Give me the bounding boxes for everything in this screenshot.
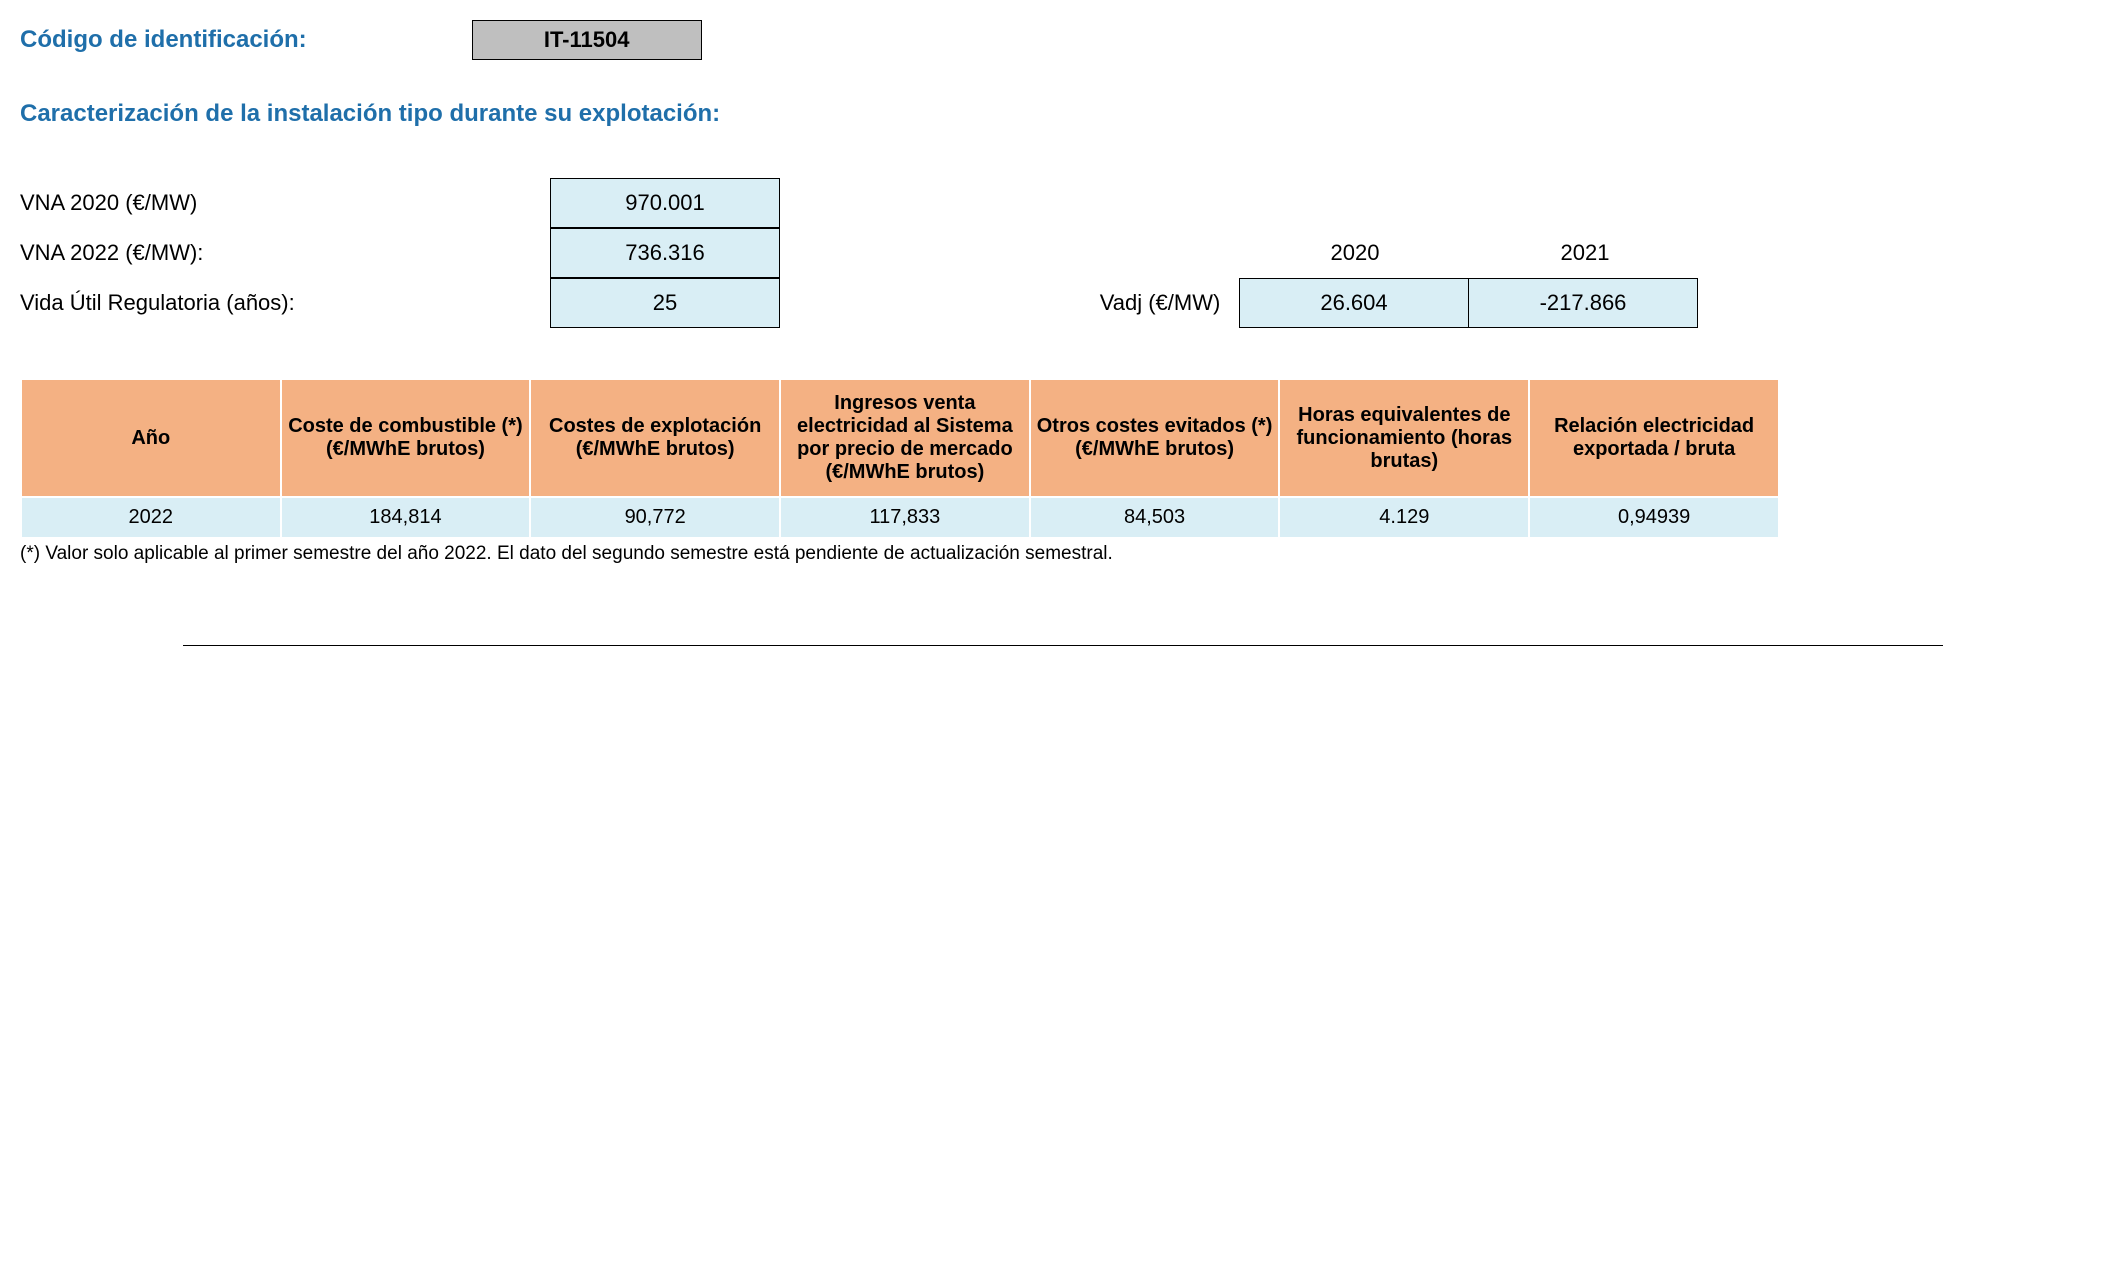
cell-fuel: 184,814	[281, 497, 531, 538]
vadj-year-1: 2021	[1470, 240, 1700, 266]
col-fuel: Coste de combustible (*) (€/MWhE brutos)	[281, 379, 531, 497]
vadj-value-1: -217.866	[1468, 278, 1698, 328]
cell-avoided: 84,503	[1030, 497, 1280, 538]
vadj-year-0: 2020	[1240, 240, 1470, 266]
cell-income: 117,833	[780, 497, 1030, 538]
col-hours: Horas equivalentes de funcionamiento (ho…	[1279, 379, 1529, 497]
identification-header: Código de identificación: IT-11504	[20, 20, 2106, 60]
vadj-block: 2020 2021 Vadj (€/MW) 26.604 -217.866	[1080, 228, 1700, 328]
col-ratio: Relación electricidad exportada / bruta	[1529, 379, 1779, 497]
identification-code-box: IT-11504	[472, 20, 702, 60]
cell-year: 2022	[21, 497, 281, 538]
annual-data-table: Año Coste de combustible (*) (€/MWhE bru…	[20, 378, 1780, 539]
regulatory-life-value: 25	[550, 278, 780, 328]
vna2020-label: VNA 2020 (€/MW)	[20, 190, 550, 216]
vadj-label: Vadj (€/MW)	[1080, 290, 1240, 316]
cell-ratio: 0,94939	[1529, 497, 1779, 538]
table-header-row: Año Coste de combustible (*) (€/MWhE bru…	[21, 379, 1779, 497]
vna2022-label: VNA 2022 (€/MW):	[20, 240, 550, 266]
cell-opex: 90,772	[530, 497, 780, 538]
col-opex: Costes de explotación (€/MWhE brutos)	[530, 379, 780, 497]
vna2020-value: 970.001	[550, 178, 780, 228]
vna2022-value: 736.316	[550, 228, 780, 278]
section-divider	[183, 645, 1943, 646]
footnote: (*) Valor solo aplicable al primer semes…	[20, 543, 2106, 565]
cell-hours: 4.129	[1279, 497, 1529, 538]
col-income: Ingresos venta electricidad al Sistema p…	[780, 379, 1030, 497]
table-row: 2022 184,814 90,772 117,833 84,503 4.129…	[21, 497, 1779, 538]
regulatory-life-label: Vida Útil Regulatoria (años):	[20, 290, 550, 316]
col-avoided: Otros costes evitados (*) (€/MWhE brutos…	[1030, 379, 1280, 497]
vadj-value-0: 26.604	[1239, 278, 1469, 328]
parameters-block: VNA 2020 (€/MW) 970.001 VNA 2022 (€/MW):…	[20, 178, 2106, 328]
characterization-title: Caracterización de la instalación tipo d…	[20, 100, 2106, 128]
identification-label: Código de identificación:	[20, 26, 307, 54]
col-year: Año	[21, 379, 281, 497]
